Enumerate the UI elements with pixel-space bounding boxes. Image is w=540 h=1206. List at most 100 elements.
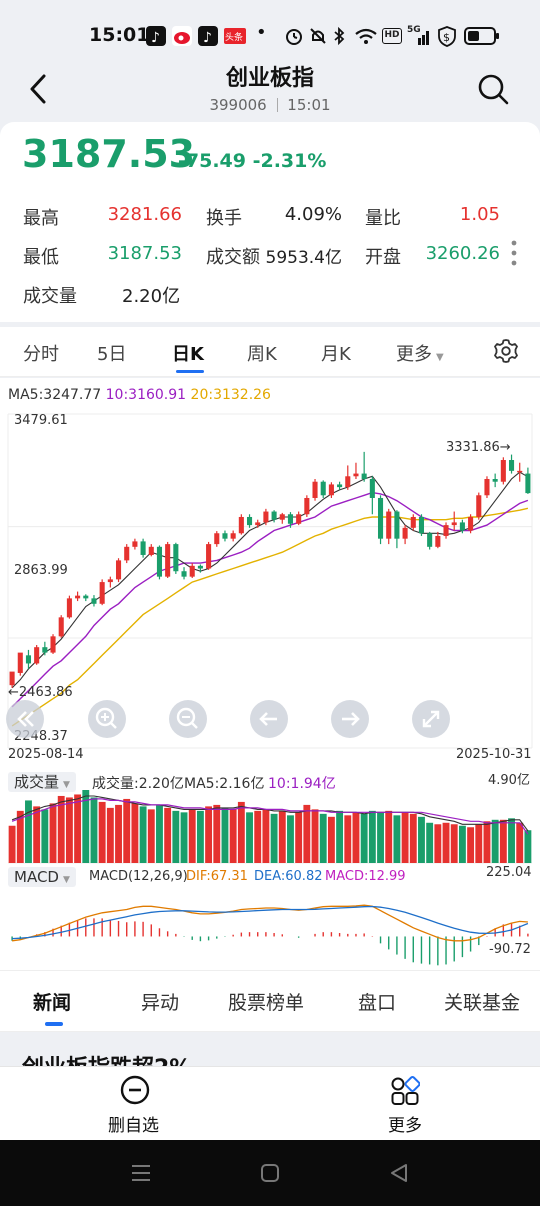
candle-body xyxy=(58,617,64,637)
remove-watchlist-button[interactable] xyxy=(95,1070,175,1138)
max-price-marker: 3331.86→ xyxy=(446,440,511,455)
more-button[interactable] xyxy=(370,1070,440,1138)
macd-value: MACD:12.99 xyxy=(325,869,406,884)
search-icon[interactable] xyxy=(476,72,510,106)
amount-label: 成交额 xyxy=(206,247,260,268)
min-price-marker: ←2463.86 xyxy=(8,685,73,700)
volume-bar xyxy=(205,806,213,863)
arrow-left-icon xyxy=(259,712,277,726)
tab-intraday[interactable]: 分时 xyxy=(23,344,59,365)
news-headline[interactable]: 创业板指跌超2% xyxy=(22,1050,191,1066)
candle-body xyxy=(468,516,474,531)
volume-bar xyxy=(82,790,90,863)
volume-bar xyxy=(295,812,303,863)
candle-body xyxy=(435,535,441,547)
tab-related-funds[interactable]: 关联基金 xyxy=(444,992,521,1014)
tab-daily-k[interactable]: 日K xyxy=(172,344,204,365)
ma10-line xyxy=(11,491,529,708)
volume-bar xyxy=(442,822,450,863)
tab-news[interactable]: 新闻 xyxy=(33,992,72,1014)
volume-ma10: 10:1.94亿 xyxy=(268,776,336,792)
tab-stock-rankings[interactable]: 股票榜单 xyxy=(228,992,305,1014)
pan-left-button[interactable] xyxy=(250,700,288,738)
volume-bar xyxy=(188,809,196,863)
candle-body xyxy=(508,460,515,471)
volume-value: 2.20亿 xyxy=(122,286,181,307)
change-value: -75.49 xyxy=(178,150,246,172)
volume-bar xyxy=(352,812,360,863)
candle-body xyxy=(75,595,81,599)
volume-bar xyxy=(508,818,515,863)
volume-bar xyxy=(311,809,319,863)
candle-body xyxy=(222,533,228,539)
candle-body xyxy=(66,598,72,618)
tab-5day[interactable]: 5日 xyxy=(97,344,127,365)
candle-body xyxy=(230,533,236,539)
macd-dif-line xyxy=(12,904,528,942)
svg-text:头条: 头条 xyxy=(225,31,243,43)
volume-bar xyxy=(450,824,458,863)
back-nav-icon[interactable] xyxy=(388,1162,410,1184)
apps-icon xyxy=(391,1076,420,1105)
mute-icon xyxy=(310,28,326,44)
gear-icon[interactable] xyxy=(493,338,519,364)
shield-icon: $ xyxy=(438,26,456,47)
macd-indicator-selector[interactable]: MACD ▼ xyxy=(8,867,76,887)
candle-body xyxy=(451,522,457,526)
candle-body xyxy=(173,544,179,572)
candle-body xyxy=(156,546,163,577)
candle-body xyxy=(304,497,310,515)
volume-bar xyxy=(393,815,401,863)
volume-bar xyxy=(336,810,344,863)
expand-icon xyxy=(422,710,440,728)
tab-more[interactable]: 更多 ▼ xyxy=(396,340,444,366)
high-value: 3281.66 xyxy=(107,204,182,225)
home-icon[interactable] xyxy=(259,1162,281,1184)
tab-anomaly[interactable]: 异动 xyxy=(141,992,180,1014)
tab-order-book[interactable]: 盘口 xyxy=(358,992,397,1014)
volume-bar xyxy=(278,810,286,863)
dot-icon: • xyxy=(256,22,267,43)
candle-body xyxy=(238,516,244,534)
volume-indicator-selector[interactable]: 成交量 ▼ xyxy=(8,772,76,792)
date-start: 2025-08-14 xyxy=(8,747,84,762)
candle-body xyxy=(214,533,220,545)
kline-chart[interactable] xyxy=(0,410,540,970)
fullscreen-button[interactable] xyxy=(412,700,450,738)
pan-right-button[interactable] xyxy=(331,700,369,738)
candle-body xyxy=(50,636,56,653)
scroll-left-button[interactable] xyxy=(6,700,44,738)
volume-bar xyxy=(156,804,163,863)
volume-bar xyxy=(319,813,327,863)
candle-body xyxy=(287,514,294,524)
candle-body xyxy=(476,495,482,517)
more-vertical-icon[interactable] xyxy=(511,240,517,266)
zoom-in-button[interactable] xyxy=(88,700,126,738)
volume-bar xyxy=(74,794,82,863)
candle-body xyxy=(91,598,97,604)
candle-body xyxy=(279,514,285,520)
candle-body xyxy=(83,595,89,599)
candle-body xyxy=(148,546,154,555)
hd-icon: HD xyxy=(382,28,402,44)
volume-bar xyxy=(196,810,204,863)
volume-bar xyxy=(368,810,376,863)
candle-body xyxy=(263,511,269,523)
alarm-icon xyxy=(286,29,302,45)
page-title: 创业板指 xyxy=(225,66,314,91)
more-label: 更多 xyxy=(388,1116,422,1136)
system-nav-bar xyxy=(0,1140,540,1206)
open-value: 3260.26 xyxy=(425,243,500,264)
remove-watchlist-label: 删自选 xyxy=(108,1116,159,1136)
macd-params: MACD(12,26,9) xyxy=(89,869,188,884)
tab-monthly-k[interactable]: 月K xyxy=(321,344,351,365)
back-icon[interactable] xyxy=(24,72,54,106)
volume-bar xyxy=(327,816,335,863)
menu-icon[interactable] xyxy=(130,1162,152,1184)
candle-body xyxy=(197,565,203,569)
zoom-out-button[interactable] xyxy=(169,700,207,738)
tab-weekly-k[interactable]: 周K xyxy=(247,344,277,365)
arrow-left-icon: ← xyxy=(8,685,19,700)
volume-bar xyxy=(139,806,147,863)
volume-bar xyxy=(499,819,507,863)
